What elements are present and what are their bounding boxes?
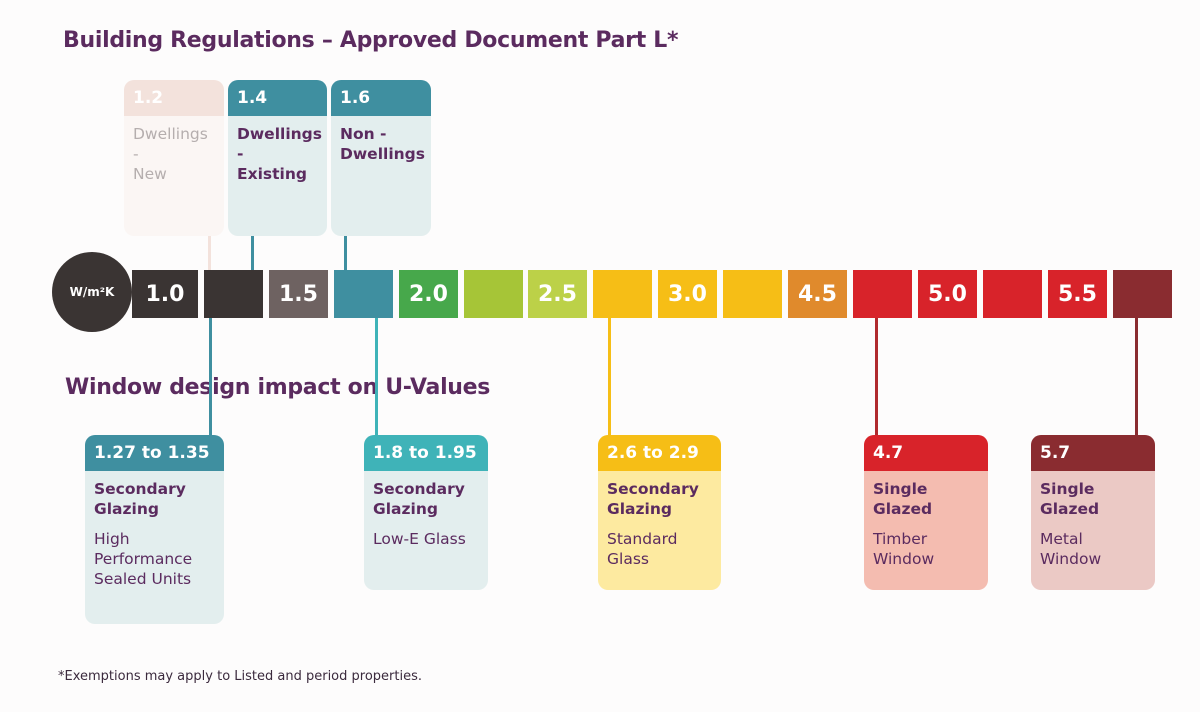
scale-cell: 1.5 xyxy=(269,270,328,318)
design-desc-line: Standard xyxy=(607,530,678,548)
reg-value: 1.6 xyxy=(340,88,371,108)
reg-card-body: Dwellings - New xyxy=(124,116,224,192)
design-type-line: Glazing xyxy=(607,500,672,518)
design-card-body: Single Glazed Timber Window xyxy=(864,471,988,577)
reg-label-line: Existing xyxy=(237,165,307,183)
connector-line xyxy=(208,236,211,270)
reg-label-line: Non - xyxy=(340,125,387,143)
scale-cell xyxy=(723,270,782,318)
connector-line xyxy=(344,236,347,270)
design-card-header: 4.7 xyxy=(864,435,988,471)
connector-line xyxy=(1135,318,1138,436)
design-type-line: Single xyxy=(1040,480,1095,498)
design-type-line: Glazed xyxy=(1040,500,1100,518)
reg-label-line: Dwellings - xyxy=(237,125,322,163)
reg-card-header: 1.2 xyxy=(124,80,224,116)
design-card-header: 1.8 to 1.95 xyxy=(364,435,488,471)
design-desc-line: Window xyxy=(1040,550,1102,568)
scale-cell: 3.0 xyxy=(658,270,717,318)
design-type-line: Secondary xyxy=(94,480,186,498)
design-card-body: Single Glazed Metal Window xyxy=(1031,471,1155,577)
design-type-line: Secondary xyxy=(373,480,465,498)
scale-cell: 2.0 xyxy=(399,270,458,318)
design-value: 4.7 xyxy=(873,443,904,463)
design-card-body: Secondary Glazing Standard Glass xyxy=(598,471,721,577)
design-desc-line: Low-E Glass xyxy=(373,530,466,548)
design-value: 1.27 to 1.35 xyxy=(94,443,210,463)
design-value: 1.8 to 1.95 xyxy=(373,443,477,463)
reg-card-header: 1.6 xyxy=(331,80,431,116)
connector-line xyxy=(209,318,212,436)
reg-card-dwellings-existing: 1.4 Dwellings - Existing xyxy=(228,80,327,236)
scale-cell xyxy=(204,270,263,318)
design-desc-line: Performance xyxy=(94,550,193,568)
page-title: Building Regulations – Approved Document… xyxy=(63,28,679,53)
design-desc-line: Metal xyxy=(1040,530,1083,548)
reg-card-body: Non - Dwellings xyxy=(331,116,431,172)
section-title: Window design impact on U-Values xyxy=(65,375,491,400)
scale-cell: 5.5 xyxy=(1048,270,1107,318)
scale-cell xyxy=(593,270,652,318)
design-desc-line: Timber xyxy=(873,530,928,548)
design-card-metal-window: 5.7 Single Glazed Metal Window xyxy=(1031,435,1155,590)
design-card-high-performance: 1.27 to 1.35 Secondary Glazing High Perf… xyxy=(85,435,224,624)
design-type-line: Glazed xyxy=(873,500,933,518)
connector-line xyxy=(251,236,254,270)
design-card-header: 1.27 to 1.35 xyxy=(85,435,224,471)
scale-cell xyxy=(853,270,912,318)
design-card-header: 5.7 xyxy=(1031,435,1155,471)
design-type-line: Single xyxy=(873,480,928,498)
design-desc-line: Glass xyxy=(607,550,649,568)
connector-line xyxy=(375,318,378,436)
scale-cell xyxy=(1113,270,1172,318)
design-desc-line: Window xyxy=(873,550,935,568)
reg-card-dwellings-new: 1.2 Dwellings - New xyxy=(124,80,224,236)
reg-card-header: 1.4 xyxy=(228,80,327,116)
scale-cell: 2.5 xyxy=(528,270,587,318)
design-card-timber-window: 4.7 Single Glazed Timber Window xyxy=(864,435,988,590)
reg-card-body: Dwellings - Existing xyxy=(228,116,327,192)
reg-label-line: Dwellings - xyxy=(133,125,208,163)
footnote: *Exemptions may apply to Listed and peri… xyxy=(58,669,422,684)
design-card-standard-glass: 2.6 to 2.9 Secondary Glazing Standard Gl… xyxy=(598,435,721,590)
design-type-line: Secondary xyxy=(607,480,699,498)
reg-label-line: Dwellings xyxy=(340,145,425,163)
scale-cell xyxy=(334,270,393,318)
scale-cell: 4.5 xyxy=(788,270,847,318)
reg-value: 1.2 xyxy=(133,88,164,108)
reg-label-line: New xyxy=(133,165,167,183)
design-value: 5.7 xyxy=(1040,443,1071,463)
connector-line xyxy=(608,318,611,436)
design-card-low-e: 1.8 to 1.95 Secondary Glazing Low-E Glas… xyxy=(364,435,488,590)
unit-label: W/m²K xyxy=(69,285,115,299)
unit-badge: W/m²K xyxy=(52,252,132,332)
design-type-line: Glazing xyxy=(94,500,159,518)
scale-cell: 1.0 xyxy=(132,270,198,318)
design-card-header: 2.6 to 2.9 xyxy=(598,435,721,471)
design-desc-line: Sealed Units xyxy=(94,570,192,588)
design-card-body: Secondary Glazing High Performance Seale… xyxy=(85,471,224,597)
scale-cell xyxy=(983,270,1042,318)
design-card-body: Secondary Glazing Low-E Glass xyxy=(364,471,488,557)
reg-card-non-dwellings: 1.6 Non - Dwellings xyxy=(331,80,431,236)
scale-cell xyxy=(464,270,523,318)
design-type-line: Glazing xyxy=(373,500,438,518)
connector-line xyxy=(875,318,878,436)
scale-cell: 5.0 xyxy=(918,270,977,318)
reg-value: 1.4 xyxy=(237,88,268,108)
design-value: 2.6 to 2.9 xyxy=(607,443,699,463)
design-desc-line: High xyxy=(94,530,130,548)
